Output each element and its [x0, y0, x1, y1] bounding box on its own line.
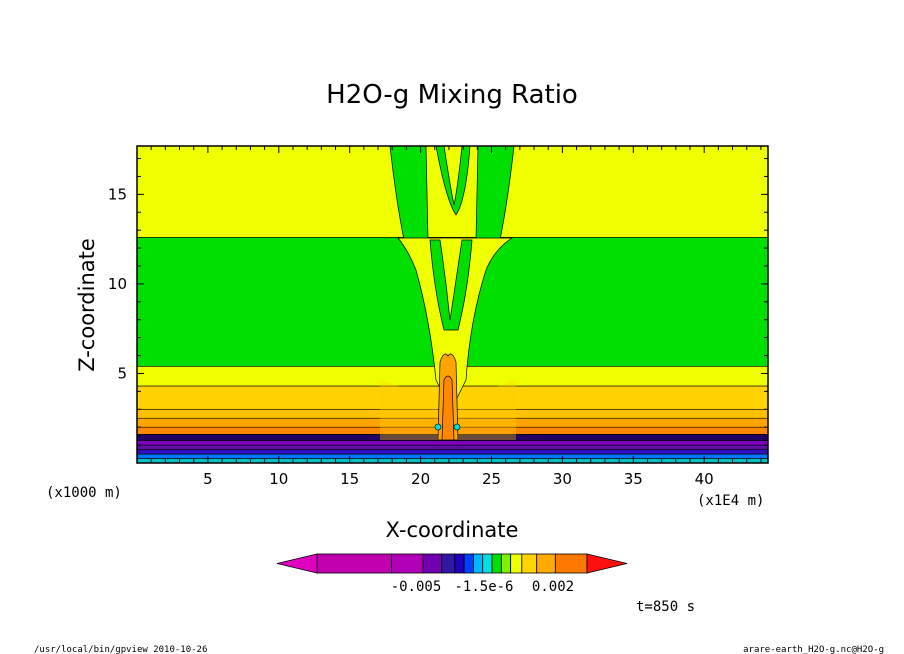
colorbar-segment-1: [391, 553, 424, 574]
colorbar-low-arrow: [276, 553, 318, 574]
x-tick-label-30: 30: [553, 470, 572, 488]
colorbar-segment-4: [454, 553, 465, 574]
y-unit-label: (x1000 m): [46, 485, 122, 501]
colorbar-segment-13: [554, 553, 588, 574]
colorbar-segment-2: [422, 553, 443, 574]
colorbar-segment-8: [491, 553, 502, 574]
colorbar-label-2: 0.002: [532, 579, 574, 595]
colorbar-label-1: -1.5e-6: [454, 579, 513, 595]
y-axis: 5 10 15: [108, 158, 768, 446]
colorbar-segment-3: [441, 553, 456, 574]
x-tick-label-35: 35: [624, 470, 643, 488]
colorbar-segment-7: [482, 553, 493, 574]
colorbar-label-0: -0.005: [391, 579, 442, 595]
contour-band-1: [137, 453, 768, 459]
x-tick-label-20: 20: [411, 470, 430, 488]
colorbar: [276, 553, 628, 574]
y-axis-label: Z-coordinate: [75, 238, 99, 372]
contour-band-3: [137, 444, 768, 450]
colorbar-segment-0: [316, 553, 392, 574]
contour-band-2: [137, 449, 768, 455]
central-plume: [380, 146, 516, 441]
plot-frame: [136, 145, 769, 464]
x-tick-label-15: 15: [340, 470, 359, 488]
colorbar-segment-6: [473, 553, 484, 574]
time-annotation: t=850 s: [636, 599, 695, 615]
colorbar-high-arrow: [586, 553, 628, 574]
chart-title: H2O-g Mixing Ratio: [326, 80, 578, 110]
x-tick-label-25: 25: [482, 470, 501, 488]
colorbar-segment-12: [536, 553, 556, 574]
colorbar-segment-10: [510, 553, 523, 574]
footer-right: arare-earth_H2O-g.nc@H2O-g: [743, 645, 884, 654]
colorbar-segment-11: [521, 553, 538, 574]
y-tick-label-10: 10: [108, 275, 127, 293]
x-axis: 5 10 15 20 25 30 35 40: [150, 146, 762, 488]
contour-band-4: [137, 440, 768, 446]
footer-left: /usr/local/bin/gpview 2010-10-26: [34, 645, 207, 654]
colorbar-segment-9: [500, 553, 512, 574]
x-unit-label: (x1E4 m): [697, 493, 764, 509]
x-axis-label: X-coordinate: [386, 518, 519, 542]
x-tick-label-40: 40: [695, 470, 714, 488]
colorbar-segment-5: [463, 553, 474, 574]
y-tick-label-15: 15: [108, 185, 127, 203]
y-tick-label-5: 5: [117, 364, 127, 382]
x-tick-label-10: 10: [269, 470, 288, 488]
x-tick-label-5: 5: [203, 470, 213, 488]
contour-band-12: [137, 146, 768, 238]
